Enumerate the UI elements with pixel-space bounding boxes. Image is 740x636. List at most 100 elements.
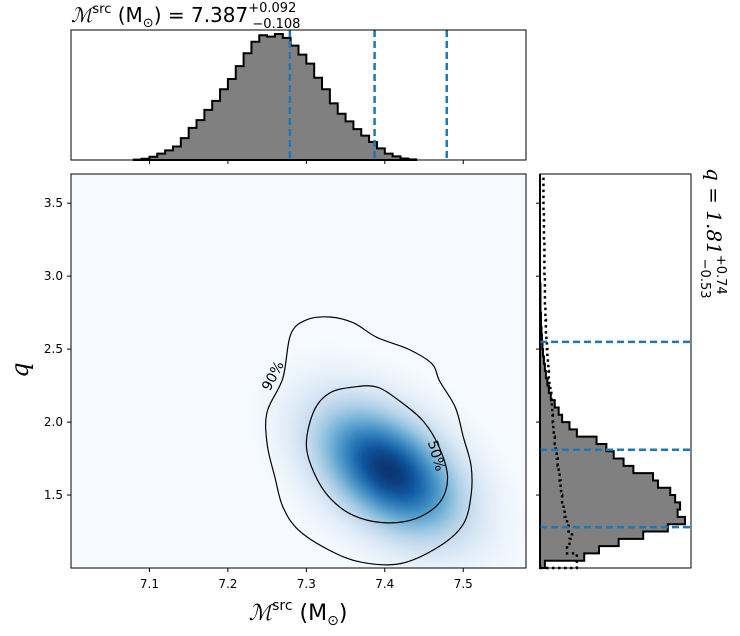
- density-cell: [435, 548, 443, 556]
- density-cell: [519, 528, 526, 536]
- density-cell: [487, 449, 495, 457]
- density-cell: [318, 515, 326, 523]
- density-cell: [454, 443, 462, 451]
- density-cell: [500, 502, 508, 510]
- density-cell: [467, 436, 475, 444]
- density-cell: [305, 430, 313, 438]
- density-cell: [325, 528, 333, 536]
- density-cell: [325, 423, 333, 431]
- density-cell: [402, 535, 410, 543]
- density-cell: [396, 384, 404, 392]
- density-cell: [370, 410, 378, 418]
- density-cell: [312, 443, 320, 451]
- density-cell: [500, 462, 508, 471]
- density-cell: [370, 495, 378, 503]
- density-cell: [383, 357, 391, 366]
- density-cell: [428, 410, 436, 418]
- density-cell: [266, 371, 274, 379]
- density-cell: [312, 476, 320, 484]
- density-cell: [266, 416, 274, 425]
- density-cell: [383, 515, 391, 523]
- density-cell: [461, 548, 469, 556]
- density-cell: [422, 502, 430, 510]
- density-cell: [338, 502, 346, 510]
- density-cell: [402, 541, 410, 549]
- density-cell: [474, 476, 482, 484]
- density-cell: [493, 548, 501, 556]
- density-cell: [461, 456, 469, 464]
- density-cell: [402, 469, 410, 477]
- density-cell: [461, 561, 469, 568]
- density-cell: [376, 423, 385, 431]
- density-cell: [338, 462, 346, 471]
- density-cell: [389, 548, 397, 556]
- density-cell: [325, 456, 333, 464]
- density-cell: [383, 436, 391, 444]
- density-cell: [338, 495, 346, 503]
- density-cell: [299, 357, 307, 366]
- density-cell: [299, 495, 307, 503]
- density-cell: [467, 456, 475, 464]
- x-tick-label: 7.1: [140, 577, 159, 591]
- joint-yticks: 1.5 2.0 2.5 3.0 3.5: [44, 196, 71, 502]
- density-cell: [487, 528, 495, 536]
- density-cell: [506, 476, 514, 484]
- density-cell: [253, 410, 261, 418]
- density-cell: [383, 430, 391, 438]
- density-cell: [305, 436, 313, 444]
- density-cell: [396, 416, 404, 425]
- density-cell: [279, 456, 287, 464]
- density-cell: [467, 502, 475, 510]
- density-cell: [448, 403, 456, 411]
- density-cell: [299, 390, 307, 398]
- density-cell: [461, 535, 469, 543]
- density-cell: [402, 495, 410, 503]
- density-cell: [344, 535, 352, 543]
- density-cell: [467, 528, 475, 536]
- density-cell: [292, 495, 300, 503]
- density-cell: [266, 397, 274, 405]
- density-cell: [363, 541, 372, 549]
- density-cell: [415, 403, 423, 411]
- density-cell: [325, 535, 333, 543]
- density-cell: [279, 423, 287, 431]
- density-cell: [344, 482, 352, 490]
- density-cell: [292, 351, 300, 359]
- density-cell: [376, 482, 385, 490]
- density-cell: [480, 482, 488, 490]
- density-cell: [325, 482, 333, 490]
- density-cell: [279, 364, 287, 372]
- density-cell: [260, 443, 268, 451]
- density-cell: [351, 430, 359, 438]
- density-cell: [325, 522, 333, 530]
- y-tick-label: 3.0: [44, 269, 63, 283]
- density-cell: [363, 397, 372, 405]
- density-cell: [260, 456, 268, 464]
- density-cell: [312, 410, 320, 418]
- density-cell: [415, 476, 423, 484]
- density-cell: [402, 416, 410, 425]
- density-cell: [480, 476, 488, 484]
- density-cell: [487, 495, 495, 503]
- density-cell: [338, 522, 346, 530]
- density-cell: [370, 364, 378, 372]
- density-cell: [467, 554, 475, 563]
- density-cell: [461, 554, 469, 563]
- density-cell: [435, 541, 443, 549]
- density-cell: [318, 410, 326, 418]
- density-cell: [415, 397, 423, 405]
- density-cell: [331, 482, 339, 490]
- density-cell: [506, 515, 514, 523]
- density-cell: [409, 403, 417, 411]
- density-cell: [422, 443, 430, 451]
- density-cell: [415, 469, 423, 477]
- density-cell: [461, 502, 469, 510]
- density-cell: [286, 449, 294, 457]
- density-cell: [480, 469, 488, 477]
- density-cell: [299, 489, 307, 497]
- density-cell: [370, 469, 378, 477]
- density-cell: [415, 443, 423, 451]
- density-cell: [441, 508, 449, 517]
- density-cell: [312, 397, 320, 405]
- density-cell: [279, 384, 287, 392]
